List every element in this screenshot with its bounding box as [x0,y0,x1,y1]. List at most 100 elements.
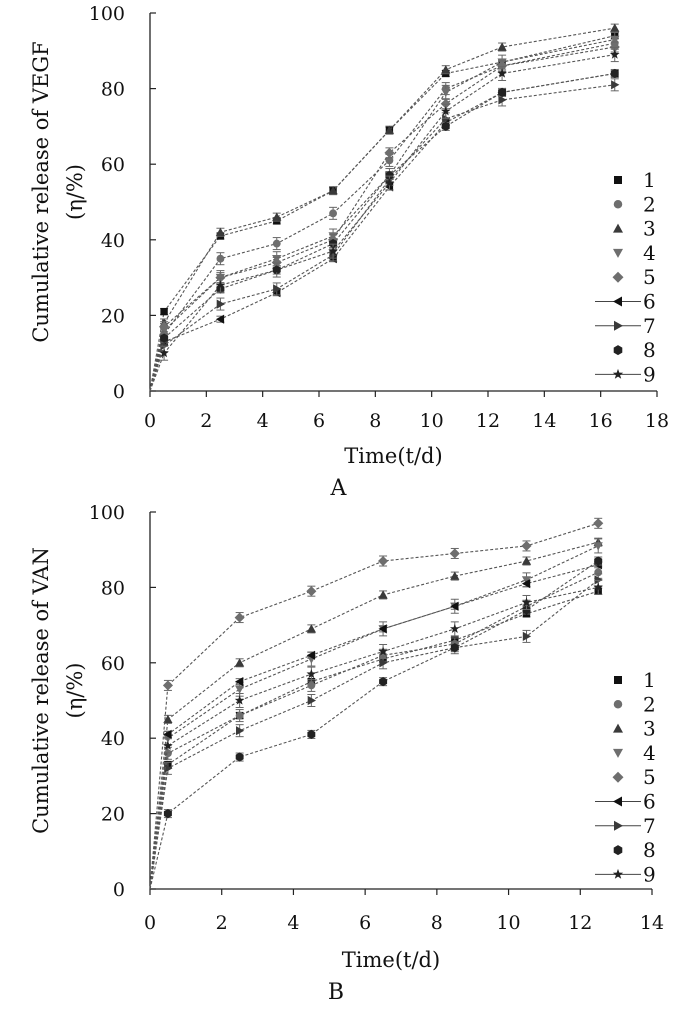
legend-marker [613,223,623,233]
x-tick-label: 0 [144,912,156,934]
legend-marker [613,700,623,709]
legend-marker [614,320,623,331]
data-point [498,87,507,97]
series-line [149,541,599,890]
data-point [271,257,282,268]
data-point [449,548,460,559]
legend-marker [612,868,624,879]
legend-label: 3 [643,717,656,741]
legend-marker [613,296,622,307]
data-point [272,212,282,221]
legend-item: 6 [595,790,656,814]
data-point [163,729,172,739]
data-point [378,646,388,656]
data-point [307,681,316,690]
data-point [160,341,169,351]
series-8 [149,556,603,890]
legend-item: 6 [595,290,656,314]
legend-label: 6 [643,290,656,314]
x-tick-label: 18 [645,410,669,432]
legend-item: 1 [614,668,656,692]
x-axis-label: Time(t/d) [342,948,440,972]
data-point [593,582,603,592]
data-point [609,49,620,59]
x-tick-label: 12 [476,410,500,432]
y-tick-label: 60 [101,653,125,675]
legend-label: 1 [643,668,656,692]
data-point [611,80,620,90]
legend-marker [614,676,622,684]
data-point [235,677,244,687]
legend-label: 1 [643,168,656,192]
data-point [306,650,315,660]
x-tick-label: 2 [216,912,228,934]
legend-item: 8 [613,338,656,362]
data-point [378,590,388,599]
data-point [441,65,451,74]
legend-marker [613,723,623,733]
data-point [609,42,620,53]
y-tick-label: 0 [113,381,125,403]
y-tick-label: 20 [101,804,125,826]
series-line [149,590,599,890]
data-point [378,556,389,567]
legend-item: 5 [612,265,656,289]
data-point [384,125,394,134]
data-point [306,586,317,597]
data-point [497,60,508,71]
legend-label: 2 [643,192,656,216]
series-4 [149,538,603,890]
data-point [593,518,604,529]
data-point [441,88,451,97]
series-9 [149,579,603,890]
data-point [215,272,226,283]
y-tick-label: 60 [101,154,125,176]
data-point [610,23,620,32]
y-axis-label: Cumulative release of VAN [29,547,53,834]
data-point [385,170,394,181]
series-3 [149,537,603,890]
y-tick-label: 40 [101,728,125,750]
panel-label: A [330,476,348,501]
y-tick-label: 80 [101,79,125,101]
data-point [216,254,225,263]
x-tick-label: 12 [568,912,592,934]
y-tick-label: 20 [101,305,125,327]
data-point [234,612,245,623]
series-line [149,27,615,392]
data-point [235,752,244,762]
data-point [307,729,316,739]
data-point [164,749,172,758]
legend-label: 7 [643,314,656,338]
series-line [149,560,599,890]
x-tick-label: 0 [144,410,156,432]
legend-label: 6 [643,790,656,814]
data-point [235,685,245,694]
data-point [497,68,507,78]
series-line [149,564,599,890]
legend-marker [613,200,623,209]
y-tick-label: 40 [101,230,125,252]
legend-item: 5 [612,765,656,789]
data-point [521,556,532,565]
series-line [149,579,599,890]
data-point [610,68,619,79]
legend-label: 4 [643,241,656,265]
data-point [440,98,451,109]
data-point [384,178,395,188]
data-point [163,740,173,750]
series-line [149,54,615,392]
data-point [159,321,170,332]
data-point [272,239,281,248]
legend-marker [614,820,623,831]
series-2 [149,36,619,392]
data-point [521,597,532,607]
x-tick-label: 14 [640,912,664,934]
x-axis-label: Time(t/d) [344,444,442,468]
y-axis-unit: (η/%) [63,663,87,719]
legend-label: 3 [643,217,656,241]
x-tick-label: 6 [313,410,325,432]
legend-item: 9 [595,862,656,886]
legend-marker [614,176,622,184]
